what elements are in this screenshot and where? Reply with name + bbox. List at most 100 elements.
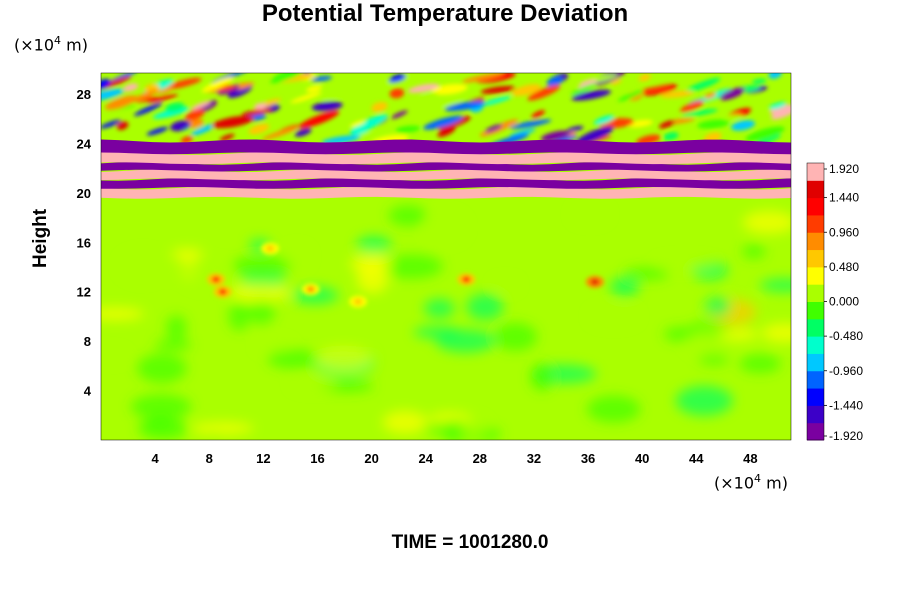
x-tick-label: 48: [743, 451, 757, 466]
plot-area: [101, 73, 791, 440]
x-unit-prefix: (×10: [714, 473, 755, 493]
wave-streak: [241, 108, 273, 116]
x-tick-label: 16: [310, 451, 324, 466]
wave-streak: [190, 100, 211, 110]
y-axis-unit: (×104 m): [14, 34, 88, 54]
x-tick-label: 20: [364, 451, 378, 466]
field-patch: [759, 278, 791, 292]
field-patch: [719, 328, 759, 341]
field-patch: [623, 267, 670, 281]
upper-wave-region: [101, 73, 791, 148]
colorbar-tick-label: -0.960: [829, 364, 863, 378]
y-axis-ticks: 4 8 12 16 20 24 28: [77, 87, 92, 399]
wave-streak: [768, 73, 782, 79]
field-texture: [101, 205, 791, 440]
hotspot: [218, 288, 227, 295]
x-unit-exponent: 4: [754, 472, 762, 485]
wave-streak: [593, 115, 615, 125]
field-patch: [663, 326, 696, 342]
wave-streak: [719, 87, 746, 101]
wave-streak: [768, 102, 787, 110]
wave-streak: [745, 85, 768, 94]
wave-streak: [461, 73, 505, 83]
wave-streak: [423, 97, 464, 112]
wave-streak: [704, 92, 717, 99]
field-patch: [698, 353, 730, 365]
field-patch: [424, 298, 455, 318]
wave-streak: [685, 77, 721, 93]
colorbar-swatch: [807, 284, 824, 302]
field-patch: [202, 430, 227, 440]
wave-streak: [349, 119, 366, 128]
wave-streak: [663, 132, 679, 141]
x-axis-unit: (×104 m): [714, 472, 788, 492]
x-tick-label: 36: [581, 451, 595, 466]
hotspot: [306, 286, 315, 293]
colorbar-tick-label: 0.000: [829, 295, 859, 309]
wave-streak: [388, 74, 407, 83]
field-patch: [350, 254, 393, 274]
wave-streak: [321, 135, 361, 145]
wave-streak: [660, 90, 694, 98]
x-tick-label: 40: [635, 451, 649, 466]
field-patch: [493, 322, 538, 351]
y-unit-prefix: (×10: [14, 35, 55, 55]
wave-streak: [116, 121, 129, 130]
wave-streak: [637, 85, 671, 93]
colorbar-tick-label: -1.920: [829, 429, 863, 443]
wave-streak: [311, 101, 343, 112]
wave-streak: [485, 124, 503, 133]
hotspot: [354, 298, 363, 305]
field-patch: [609, 277, 640, 297]
x-tick-label: 44: [689, 451, 704, 466]
wave-streak: [752, 78, 767, 84]
wave-streak: [298, 110, 340, 129]
wave-streak: [146, 126, 169, 136]
field-patch: [741, 244, 766, 259]
wave-streak: [133, 89, 158, 102]
wave-streak: [134, 96, 160, 103]
colorbar-swatch: [807, 266, 824, 285]
colorbar-swatch: [807, 197, 824, 216]
x-tick-label: 32: [527, 451, 541, 466]
wave-streak: [349, 114, 388, 134]
hotspot: [266, 245, 275, 252]
x-unit-suffix: m): [761, 473, 788, 493]
colorbar-swatch: [807, 180, 824, 199]
colorbar-tick-label: 1.440: [829, 191, 859, 205]
wave-streak: [540, 130, 571, 142]
field-patch: [742, 210, 791, 234]
colorbar-swatch: [807, 388, 824, 406]
wave-streak: [546, 75, 563, 88]
wave-streak: [165, 77, 202, 90]
wave-streak: [423, 115, 464, 130]
wave-streak: [444, 100, 486, 112]
wave-streak: [261, 126, 298, 141]
wave-streak: [658, 120, 675, 129]
wave-streak: [133, 102, 163, 116]
colorbar-tick-label: -0.480: [829, 329, 863, 343]
field-patch: [739, 354, 781, 374]
colorbar: 1.920 1.440 0.960 0.480 0.000 -0.480 -0.960 -1.…: [806, 162, 863, 443]
wave-streak: [638, 73, 651, 82]
y-tick-label: 16: [77, 235, 91, 250]
colorbar-tick-label: -1.440: [829, 398, 863, 412]
wave-streak: [101, 88, 125, 102]
wave-streak: [437, 126, 456, 138]
wave-streak: [697, 119, 730, 129]
wave-streak: [681, 108, 718, 117]
wave-streak: [511, 84, 542, 97]
y-tick-label: 12: [77, 285, 91, 300]
colorbar-tick-label: 0.960: [829, 225, 859, 239]
y-tick-label: 24: [77, 136, 92, 151]
colorbar-swatch: [807, 405, 824, 424]
field-patch: [171, 248, 204, 260]
wave-streak: [570, 83, 597, 95]
x-tick-label: 24: [418, 451, 433, 466]
colorbar-swatch: [807, 336, 824, 354]
chart-title: Potential Temperature Deviation: [261, 0, 629, 27]
wave-streak: [105, 95, 138, 110]
colorbar-swatch: [807, 318, 824, 337]
field-patch: [228, 283, 291, 302]
